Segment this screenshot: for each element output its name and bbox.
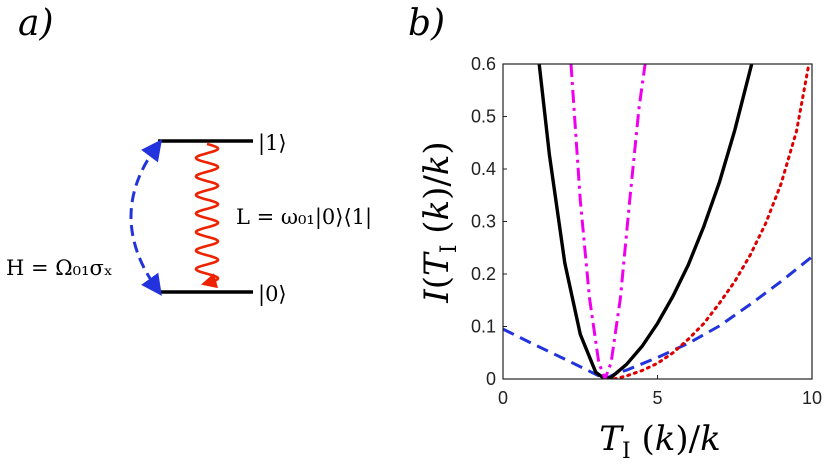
panel-b-label: b) — [408, 3, 446, 44]
series-line-dotted-red — [612, 64, 811, 379]
y-tick-label: 0.3 — [471, 212, 496, 232]
y-tick-label: 0.2 — [471, 264, 496, 284]
x-tick-label: 5 — [652, 388, 662, 408]
y-tick-label: 0.1 — [471, 317, 496, 337]
decay-wavy-arrow — [194, 142, 220, 289]
y-tick-label: 0.6 — [471, 54, 496, 74]
y-axis-title: I(TI (k)/k) — [417, 141, 462, 303]
chart-b: 0 5 10 0 0.1 0.2 0.3 0.4 0.5 0.6 TI (k)/k I(TI (k… — [417, 54, 822, 464]
chart-series-group — [503, 64, 812, 379]
series-line-solid-black — [537, 64, 754, 379]
chart-ticks: 0 5 10 0 0.1 0.2 0.3 0.4 0.5 0.6 — [471, 54, 822, 408]
y-tick-label: 0.4 — [471, 159, 496, 179]
energy-level-diagram: |1⟩ |0⟩ L = ω₀₁|0⟩⟨1| H = Ω₀₁σₓ — [6, 131, 372, 307]
x-axis-title: TI (k)/k — [599, 419, 720, 464]
panel-a-label: a) — [18, 3, 54, 44]
y-tick-label: 0.5 — [471, 107, 496, 127]
series-line-dashdot-magenta — [569, 64, 647, 379]
lindblad-label: L = ω₀₁|0⟩⟨1| — [236, 205, 372, 230]
y-tick-label: 0 — [486, 369, 496, 389]
x-tick-label: 0 — [498, 388, 508, 408]
series-line-dashed-blue — [503, 255, 812, 379]
ground-state-label: |0⟩ — [258, 282, 287, 307]
hamiltonian-label: H = Ω₀₁σₓ — [6, 256, 113, 280]
x-tick-label: 10 — [802, 388, 822, 408]
drive-arrow — [129, 139, 163, 296]
excited-state-label: |1⟩ — [258, 131, 287, 156]
